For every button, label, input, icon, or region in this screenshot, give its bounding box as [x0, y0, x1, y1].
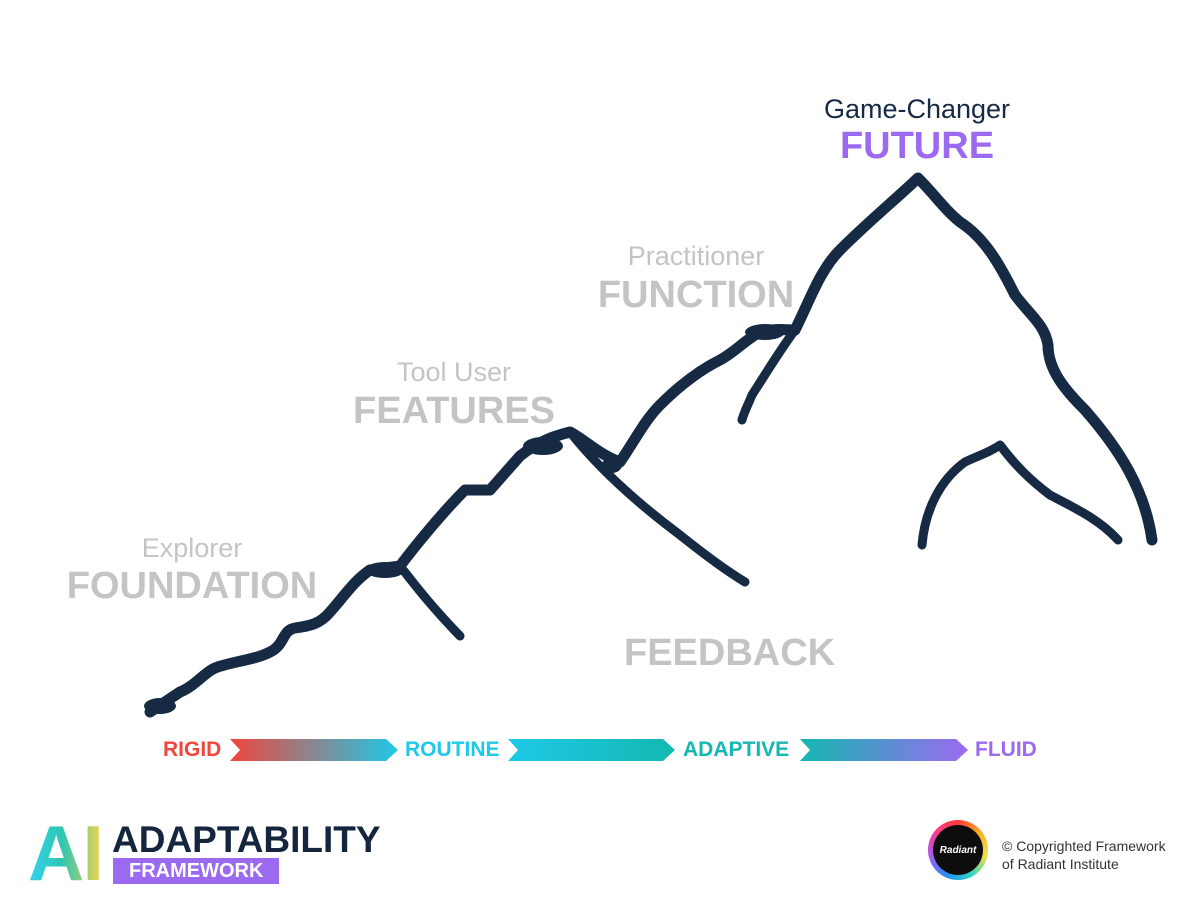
ridge-spur-1 [395, 561, 465, 641]
copyright-line-1: © Copyrighted Framework [1002, 838, 1166, 854]
stage-role-game-changer: Game-Changer [823, 94, 1011, 124]
logo-ai-mark: AI [28, 809, 104, 897]
scale-label-routine: ROUTINE [405, 738, 500, 761]
stage-role-practitioner: Practitioner [627, 241, 765, 271]
inner-peak [917, 440, 1123, 550]
feedback-label: FEEDBACK [624, 632, 836, 674]
logo-subtitle: FRAMEWORK [113, 858, 280, 884]
ridge-spur-3 [737, 325, 800, 425]
radiant-logo-text: Radiant [933, 825, 983, 875]
stage-role-tool-user: Tool User [396, 357, 512, 387]
scale-label-fluid: FLUID [975, 738, 1037, 761]
radiant-logo-icon: Radiant [928, 820, 988, 880]
ridge-spur-2 [565, 427, 750, 587]
stage-name-features: FEATURES [353, 390, 555, 432]
scale-label-rigid: RIGID [163, 738, 222, 761]
stage-name-future: FUTURE [839, 125, 995, 167]
scale-arrow-3 [800, 739, 968, 761]
copyright-notice: © Copyrighted Framework of Radiant Insti… [1002, 837, 1166, 873]
mountain-ridge [144, 172, 1158, 718]
scale-arrow-1 [230, 739, 398, 761]
scale-label-adaptive: ADAPTIVE [683, 738, 790, 761]
logo-title: ADAPTABILITY [112, 819, 381, 860]
scale-arrow-2 [508, 739, 675, 761]
stage-role-explorer: Explorer [141, 533, 243, 563]
stage-name-function: FUNCTION [597, 274, 795, 316]
copyright-line-2: of Radiant Institute [1002, 856, 1119, 872]
stage-name-foundation: FOUNDATION [66, 565, 318, 607]
